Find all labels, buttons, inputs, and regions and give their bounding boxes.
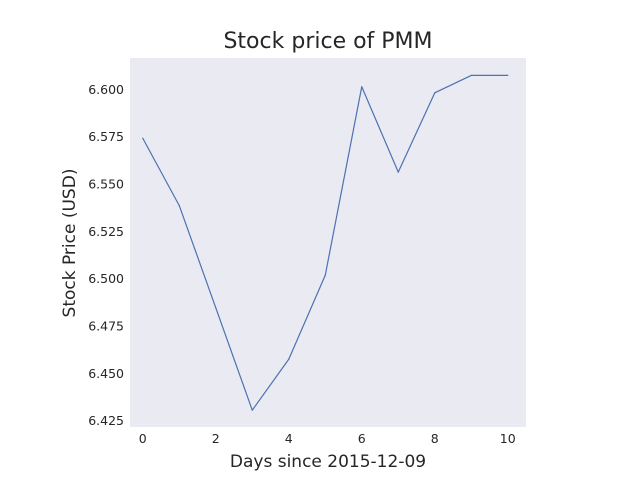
data-point	[507, 74, 509, 77]
x-tick-label: 0	[139, 431, 147, 446]
y-tick-label: 6.475	[88, 318, 124, 333]
data-point	[324, 274, 326, 276]
y-tick-label: 6.425	[88, 413, 124, 428]
data-point	[470, 74, 472, 77]
data-point	[397, 171, 399, 173]
data-point	[142, 137, 144, 139]
y-tick-label: 6.500	[88, 271, 124, 286]
data-point	[288, 358, 290, 360]
x-tick-label: 10	[500, 431, 516, 446]
x-tick-label: 6	[358, 431, 366, 446]
plot-area	[130, 58, 526, 427]
x-axis-label: Days since 2015-12-09	[230, 452, 426, 472]
y-tick-label: 6.575	[88, 129, 124, 144]
x-tick-label: 2	[212, 431, 220, 446]
data-point	[361, 86, 363, 88]
data-point	[251, 409, 253, 411]
x-tick-label: 4	[285, 431, 293, 446]
y-tick-label: 6.450	[88, 366, 124, 381]
y-tick-label: 6.600	[88, 82, 124, 97]
data-point	[178, 205, 180, 207]
y-axis-label: Stock Price (USD)	[60, 169, 80, 318]
data-point	[215, 307, 217, 309]
chart-title: Stock price of PMM	[223, 29, 432, 54]
y-axis-ticks: 6.425 6.450 6.475 6.500 6.525 6.550 6.575 6.600	[88, 82, 124, 428]
data-point	[434, 92, 436, 94]
y-tick-label: 6.550	[88, 177, 124, 192]
x-tick-label: 8	[431, 431, 439, 446]
x-axis-ticks: 0 2 4 6 8 10	[139, 431, 516, 446]
y-tick-label: 6.525	[88, 224, 124, 239]
series-layer	[142, 74, 509, 411]
